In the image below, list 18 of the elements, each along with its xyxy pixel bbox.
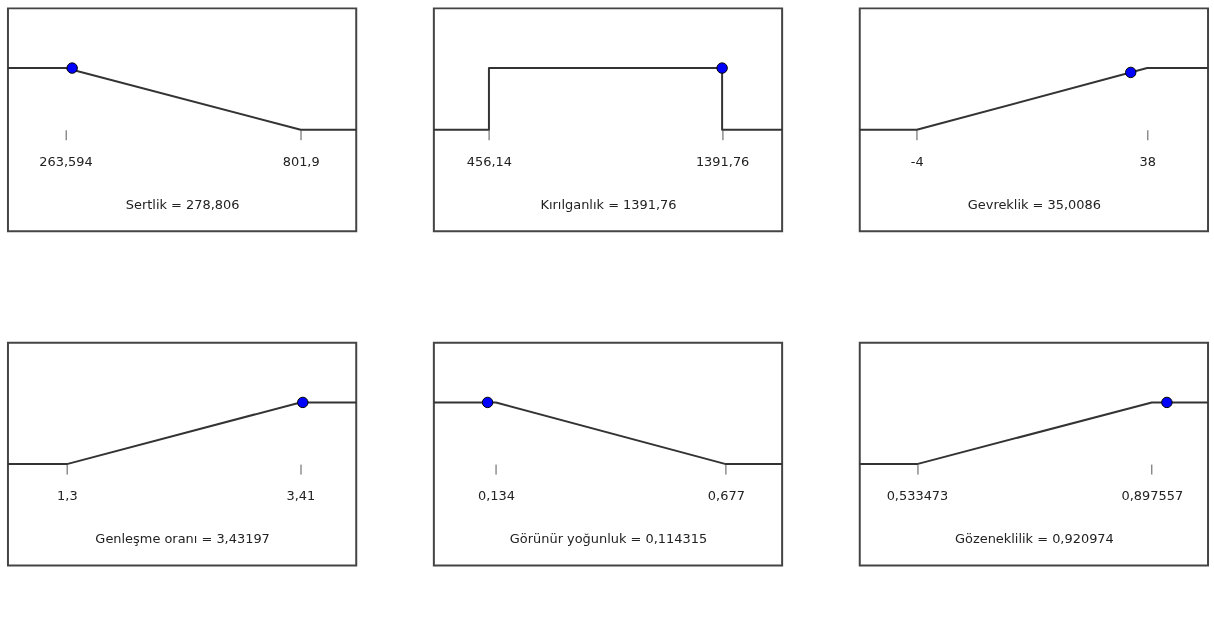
x-axis-title: Gözeneklilik = 0,920974	[954, 531, 1114, 547]
x-tick-label: 0,134	[477, 488, 515, 504]
x-tick-label: 801,9	[282, 154, 320, 170]
x-tick-label: 1391,76	[695, 154, 750, 170]
x-tick-label: 0,897557	[1121, 488, 1184, 504]
x-tick-label: 1,3	[57, 488, 78, 504]
x-tick-label: 0,533473	[886, 488, 949, 504]
x-tick-label: 456,14	[466, 154, 513, 170]
x-tick-label: 263,594	[39, 154, 93, 170]
x-axis-title: Kırılganlık = 1391,76	[540, 196, 677, 212]
x-axis-title: Görünür yoğunluk = 0,114315	[509, 531, 708, 547]
x-tick-label: 38	[1139, 154, 1156, 170]
x-tick-label: -4	[910, 154, 924, 170]
x-axis-title: Sertlik = 278,806	[125, 196, 240, 212]
x-axis-title: Genleşme oranı = 3,43197	[95, 531, 270, 547]
x-tick-label: 3,41	[286, 488, 316, 504]
x-axis-title: Gevreklik = 35,0086	[967, 196, 1101, 212]
x-tick-label: 0,677	[707, 488, 745, 504]
